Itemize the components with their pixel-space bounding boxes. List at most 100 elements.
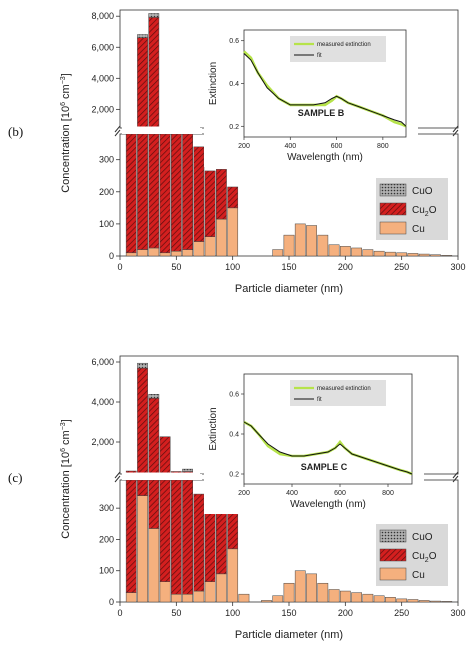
x-tick-label: 100 <box>225 608 240 618</box>
x-axis-label: Particle diameter (nm) <box>235 283 343 295</box>
x-tick-label: 100 <box>225 262 240 272</box>
bar-cu-60 <box>182 593 193 603</box>
bar-cuo-30 <box>148 13 160 18</box>
x-tick-label: 300 <box>450 262 465 272</box>
y-axis-label-part: ] <box>60 73 72 76</box>
bar-cu2o-100 <box>227 186 239 209</box>
bar-cu-230 <box>373 595 385 603</box>
y-tick-label-lower: 300 <box>99 155 114 165</box>
x-tick-label: 250 <box>394 608 409 618</box>
bar-cu-260 <box>407 599 419 603</box>
bar-cu2o-60 <box>182 133 193 250</box>
bar-cu-80 <box>204 236 216 257</box>
y-tick-label-upper: 2,000 <box>91 104 114 114</box>
bar-cuo-30 <box>148 394 160 399</box>
inset-legend-fit-label: fit <box>317 53 322 59</box>
bar-cu-190 <box>328 244 340 257</box>
bar-cu-200 <box>339 590 351 603</box>
bar-cu-290 <box>441 601 453 603</box>
bar-cu-250 <box>396 252 408 257</box>
inset-y-axis-label: Extinction <box>208 407 219 450</box>
panel-label: (c) <box>8 470 22 485</box>
legend-label-cu2o: Cu2O <box>412 205 437 218</box>
bar-cuo-20 <box>137 362 148 369</box>
bar-cu-20 <box>137 495 148 603</box>
bar-cu-140 <box>272 249 284 257</box>
panel-label: (b) <box>8 124 23 139</box>
bar-cu-70 <box>193 590 205 603</box>
y-tick-label-lower: 200 <box>99 534 114 544</box>
inset-y-tick-label: 0.4 <box>229 432 239 439</box>
bar-cu-210 <box>351 247 362 257</box>
inset-x-tick-label: 200 <box>238 143 250 150</box>
y-tick-label-lower: 100 <box>99 566 114 576</box>
y-axis-label-part: −3 <box>60 76 67 84</box>
bar-cu-60 <box>182 249 193 257</box>
bar-cu2o-20-upper <box>137 367 148 475</box>
x-tick-label: 300 <box>450 608 465 618</box>
inset-legend-box <box>290 380 386 406</box>
bar-cu2o-30 <box>148 479 160 529</box>
bar-cu2o-70 <box>193 493 205 592</box>
legend-label-part: Cu <box>412 551 425 562</box>
x-tick-label: 0 <box>117 608 122 618</box>
y-tick-label-lower: 100 <box>99 219 114 229</box>
bar-cu-100 <box>227 548 239 603</box>
x-tick-label: 200 <box>338 262 353 272</box>
bar-cu-190 <box>328 589 340 603</box>
inset-y-tick-label: 0.2 <box>229 472 239 479</box>
y-tick-label-upper: 6,000 <box>91 357 114 367</box>
bar-cu-180 <box>317 234 329 257</box>
inset-y-tick-label: 0.4 <box>229 81 239 88</box>
bar-cu2o-40 <box>159 133 171 254</box>
x-tick-label: 150 <box>281 608 296 618</box>
axis-break-mark-left <box>114 125 121 137</box>
bar-cu-280 <box>430 600 441 603</box>
bar-cu-250 <box>396 598 408 603</box>
legend-swatch-0 <box>379 183 407 197</box>
bar-cu-210 <box>351 592 362 603</box>
y-tick-label-lower: 0 <box>109 251 114 261</box>
bar-cu-40 <box>159 581 171 603</box>
y-axis-label-part: 6 <box>60 448 67 452</box>
bar-cu-220 <box>362 593 374 603</box>
inset-chart: 200 400 600 800 0.2 0.4 0.6 Wavelength (nm) Exti… <box>204 368 424 514</box>
y-tick-label-lower: 0 <box>109 597 114 607</box>
bar-cu2o-80 <box>204 170 216 237</box>
axis-break-mark-left <box>114 471 121 483</box>
y-tick-label-lower: 300 <box>99 503 114 513</box>
bar-cu-30 <box>148 247 160 257</box>
inset-legend-measured-label: measured extinction <box>317 386 371 392</box>
bar-cu-160 <box>294 570 306 603</box>
y-tick-label-upper: 8,000 <box>91 11 114 21</box>
bar-cu2o-90 <box>216 169 227 220</box>
axis-break-mark-right <box>452 471 459 483</box>
bar-cu-160 <box>294 223 306 257</box>
bar-cu2o-70 <box>193 146 205 242</box>
inset-fit-line <box>243 53 407 127</box>
inset-legend-measured-label: measured extinction <box>317 42 371 48</box>
y-tick-label-upper: 6,000 <box>91 42 114 52</box>
x-tick-label: 250 <box>394 262 409 272</box>
bar-cu-10 <box>125 592 137 603</box>
bar-cu-270 <box>418 600 430 603</box>
y-axis-label: Concentration [106 cm−3] <box>60 73 72 193</box>
inset-x-tick-label: 400 <box>286 490 298 497</box>
inset-y-tick-label: 0.2 <box>229 124 239 131</box>
bar-cu-180 <box>317 582 329 603</box>
y-tick-label-upper: 4,000 <box>91 397 114 407</box>
bar-cu-260 <box>407 253 419 257</box>
inset-x-tick-label: 600 <box>334 490 346 497</box>
y-tick-label-lower: 200 <box>99 187 114 197</box>
legend-label-part: 2 <box>425 211 429 218</box>
bar-cu-40 <box>159 252 171 257</box>
bar-cu-290 <box>441 255 453 257</box>
bar-cu2o-80 <box>204 511 216 582</box>
legend-label-part: O <box>429 551 437 562</box>
legend-label-2: Cu <box>412 570 425 581</box>
legend-swatch-2 <box>379 567 407 581</box>
bar-cu2o-90 <box>216 512 227 575</box>
axis-break-gap <box>122 128 202 134</box>
axis-break-mark-right <box>452 125 459 137</box>
